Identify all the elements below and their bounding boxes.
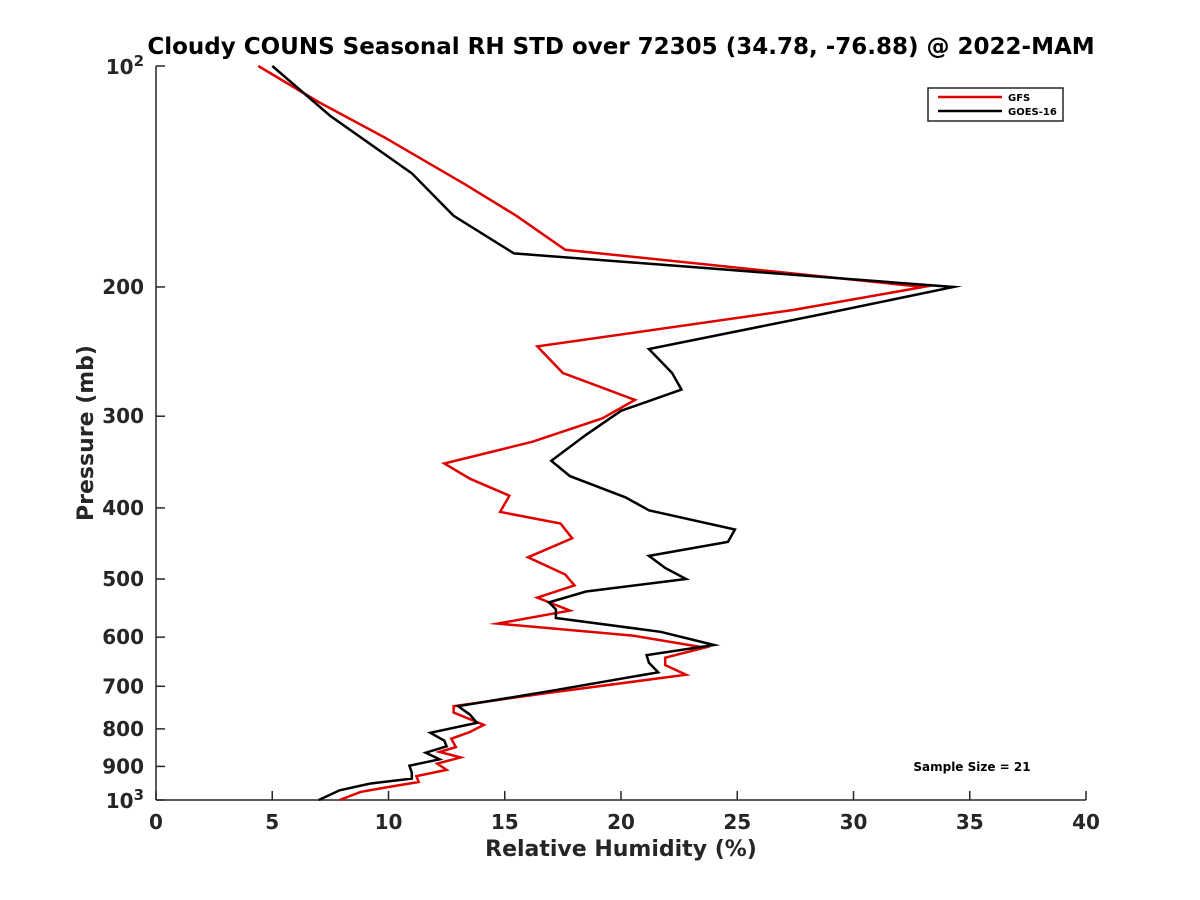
- x-axis-label: Relative Humidity (%): [485, 837, 757, 862]
- y-tick-label: 400: [102, 496, 144, 520]
- x-tick-label: 5: [265, 810, 279, 834]
- series-line-goes-16: [271, 65, 963, 802]
- x-tick-label: 35: [956, 810, 984, 834]
- x-tick-label: 10: [375, 810, 403, 834]
- y-axis-label: Pressure (mb): [74, 345, 99, 521]
- y-tick-label: 102: [106, 52, 144, 79]
- y-tick-label: 300: [102, 404, 144, 428]
- legend-label: GFS: [1008, 93, 1030, 104]
- legend-box: [927, 87, 1064, 122]
- plot-area: 0 5 10 15 20 25 30 35 40 102 200 300 400 500 600 700 800…: [102, 52, 1100, 834]
- x-tick-label: 25: [723, 810, 751, 834]
- legend-label: GOES-16: [1008, 107, 1057, 118]
- x-tick-label: 0: [149, 810, 163, 834]
- y-tick-label: 900: [102, 754, 144, 778]
- legend: GFS GOES-16: [927, 87, 1064, 122]
- y-tick-label: 800: [102, 717, 144, 741]
- x-tick-label: 20: [607, 810, 635, 834]
- series-line-gfs: [257, 64, 933, 802]
- chart-title: Cloudy COUNS Seasonal RH STD over 72305 …: [147, 34, 1094, 60]
- x-tick-label: 30: [840, 810, 868, 834]
- y-tick-label: 600: [102, 625, 144, 649]
- x-tick-label: 15: [491, 810, 519, 834]
- y-tick-label: 500: [102, 567, 144, 591]
- y-tick-label: 700: [102, 674, 144, 698]
- y-tick-label: 103: [106, 786, 144, 813]
- sample-size-annotation: Sample Size = 21: [913, 760, 1030, 774]
- x-tick-label: 40: [1072, 810, 1100, 834]
- y-tick-label: 200: [102, 275, 144, 299]
